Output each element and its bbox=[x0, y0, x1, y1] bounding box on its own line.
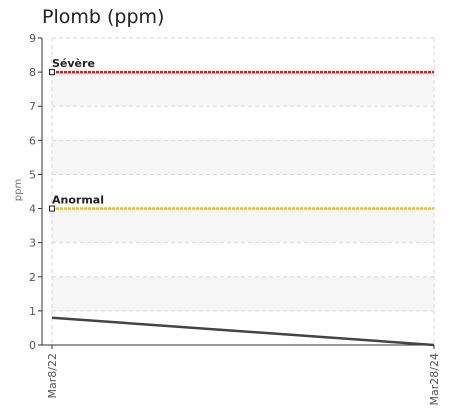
threshold-lines: Sévère Anormal bbox=[49, 57, 434, 212]
band-5 bbox=[52, 140, 434, 175]
series-line-0 bbox=[51, 316, 435, 347]
y-tick-label: 9 bbox=[29, 32, 36, 45]
threshold-marker-1 bbox=[49, 205, 55, 212]
series-lines bbox=[51, 316, 435, 347]
band-7 bbox=[52, 72, 434, 107]
x-ticks: Mar8/22 Mar28/24 bbox=[46, 345, 441, 405]
x-tick-label: Mar28/24 bbox=[428, 353, 441, 405]
y-tick-label: 8 bbox=[29, 66, 36, 79]
y-axis-label: ppm bbox=[13, 179, 24, 201]
y-tick-label: 4 bbox=[29, 203, 36, 216]
threshold-marker-0 bbox=[49, 69, 55, 76]
threshold-label: Anormal bbox=[52, 194, 104, 207]
y-tick-label: 7 bbox=[29, 100, 36, 113]
band-3 bbox=[52, 208, 434, 243]
background-bands bbox=[52, 72, 434, 311]
y-ticks: 0 1 2 3 4 5 6 7 8 9 bbox=[29, 32, 42, 352]
axes bbox=[41, 38, 434, 346]
y-tick-label: 0 bbox=[29, 339, 36, 352]
chart-title: Plomb (ppm) bbox=[42, 6, 165, 28]
threshold-label: Sévère bbox=[52, 57, 95, 70]
y-tick-label: 1 bbox=[29, 305, 36, 318]
band-1 bbox=[52, 276, 434, 311]
x-tick-label: Mar8/22 bbox=[46, 353, 59, 398]
y-tick-label: 6 bbox=[29, 134, 36, 147]
y-tick-label: 5 bbox=[29, 168, 36, 181]
y-tick-label: 2 bbox=[29, 271, 36, 284]
y-tick-label: 3 bbox=[29, 237, 36, 250]
